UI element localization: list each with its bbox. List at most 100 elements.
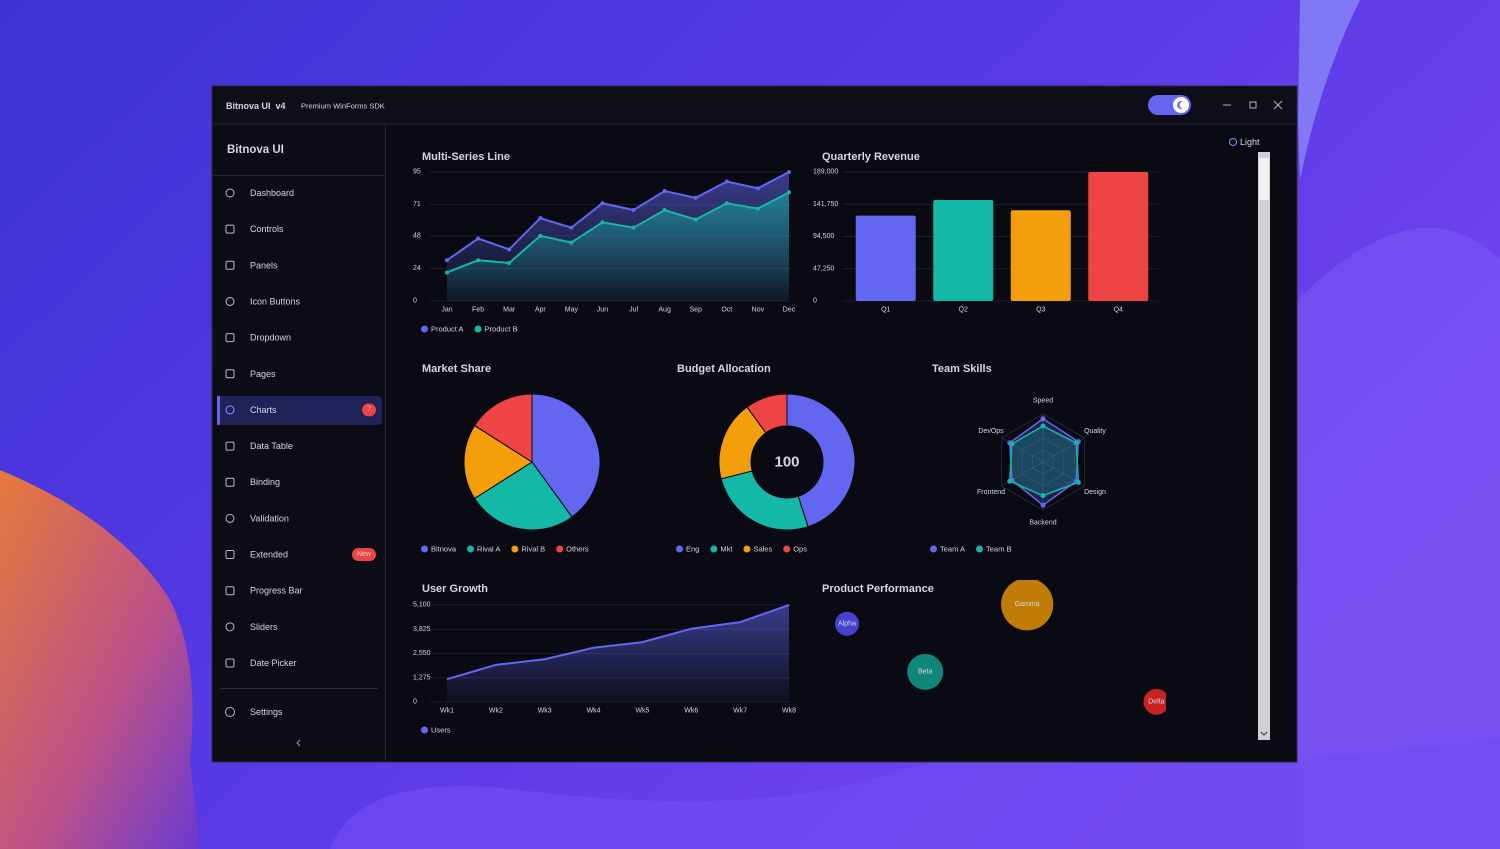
nav-label: Binding bbox=[250, 477, 280, 487]
data-point bbox=[507, 260, 512, 265]
chart-title: Market Share bbox=[422, 363, 491, 375]
legend-label: Mkt bbox=[720, 545, 733, 554]
nav-item[interactable]: Date Picker bbox=[225, 658, 297, 668]
data-point bbox=[662, 208, 667, 213]
legend-swatch bbox=[783, 545, 791, 553]
x-tick-label: Wk2 bbox=[489, 708, 503, 715]
radar-axis-label: Quality bbox=[1084, 428, 1106, 435]
wallpaper-wave bbox=[330, 740, 1500, 849]
series-area bbox=[447, 605, 789, 702]
y-tick-label: 0 bbox=[813, 298, 817, 305]
bubble bbox=[907, 653, 944, 690]
data-point bbox=[1007, 478, 1013, 484]
legend-swatch bbox=[474, 325, 482, 333]
x-tick-label: Jul bbox=[629, 307, 638, 314]
nav-label: Dropdown bbox=[250, 333, 291, 343]
bubble-label: Beta bbox=[918, 668, 933, 675]
data-point bbox=[1040, 416, 1046, 422]
bubble bbox=[1143, 688, 1166, 715]
data-point bbox=[538, 216, 543, 221]
nav-icon bbox=[225, 658, 235, 668]
bar bbox=[855, 215, 916, 301]
nav-label: Validation bbox=[250, 513, 289, 523]
nav-label: Extended bbox=[250, 550, 288, 560]
scroll-down[interactable] bbox=[1260, 731, 1268, 736]
data-point bbox=[787, 190, 791, 195]
y-tick-label: 189,000 bbox=[813, 169, 838, 176]
nav-icon bbox=[225, 550, 235, 560]
sidebar-title: Bitnova UI bbox=[227, 144, 284, 156]
x-tick-label: Q2 bbox=[959, 307, 968, 314]
nav-item[interactable]: Validation bbox=[225, 513, 289, 523]
bubble-label: Delta bbox=[1148, 698, 1164, 705]
legend-label: Others bbox=[566, 545, 589, 554]
y-tick-label: 5,100 bbox=[413, 602, 431, 609]
nav-icon bbox=[225, 333, 235, 343]
nav-item[interactable]: Extended New bbox=[225, 548, 376, 562]
y-tick-label: 47,250 bbox=[813, 265, 835, 272]
legend-label: Team B bbox=[986, 545, 1011, 554]
legend-label: Team A bbox=[940, 545, 965, 554]
nav-item[interactable]: Sliders bbox=[225, 622, 278, 632]
legend-swatch bbox=[556, 545, 564, 553]
y-tick-label: 1,275 bbox=[413, 674, 431, 681]
y-tick-label: 2,550 bbox=[413, 650, 431, 657]
y-tick-label: 71 bbox=[413, 201, 421, 208]
x-tick-label: May bbox=[565, 307, 579, 314]
scrollbar-thumb[interactable] bbox=[1259, 158, 1269, 200]
center-value: 100 bbox=[774, 454, 799, 471]
nav-item[interactable]: Charts 7 bbox=[217, 395, 382, 425]
bubble bbox=[1001, 580, 1054, 631]
series-line bbox=[446, 191, 790, 274]
radar-axis-label: Design bbox=[1084, 489, 1106, 496]
nav-item[interactable]: Panels bbox=[225, 260, 278, 270]
close-button[interactable] bbox=[1273, 100, 1283, 110]
y-tick-label: 0 bbox=[413, 699, 417, 706]
x-tick-label: Wk7 bbox=[733, 708, 747, 715]
nav-item[interactable]: Dropdown bbox=[225, 333, 291, 343]
slice bbox=[531, 393, 601, 518]
scrollbar-track[interactable] bbox=[1258, 152, 1270, 740]
nav-label: Data Table bbox=[250, 441, 293, 451]
data-point bbox=[755, 186, 760, 191]
data-point bbox=[662, 189, 667, 194]
nav-item[interactable]: Icon Buttons bbox=[225, 296, 301, 306]
data-point bbox=[476, 258, 481, 263]
radar-axis-label: Frontend bbox=[977, 489, 1005, 496]
theme-link[interactable]: Light bbox=[1240, 137, 1260, 147]
nav-label: Pages bbox=[250, 369, 276, 379]
sidebar bbox=[213, 125, 385, 761]
nav-item[interactable]: Progress Bar bbox=[225, 586, 303, 596]
legend-label: Ops bbox=[793, 545, 807, 554]
legend-swatch bbox=[421, 325, 428, 333]
data-point bbox=[724, 201, 729, 206]
nav-item-indicator bbox=[217, 395, 220, 425]
chart-title: User Growth bbox=[422, 583, 488, 595]
nav-label[interactable]: Settings bbox=[250, 707, 283, 717]
x-tick-label: Apr bbox=[535, 307, 547, 314]
y-tick-label: 141,750 bbox=[813, 201, 838, 208]
legend-swatch bbox=[421, 545, 428, 553]
x-tick-label: Oct bbox=[721, 307, 732, 314]
nav-label: Sliders bbox=[250, 622, 278, 632]
nav-item[interactable]: Controls bbox=[225, 224, 284, 234]
nav-item[interactable]: Pages bbox=[225, 369, 276, 379]
y-tick-label: 24 bbox=[413, 265, 421, 272]
legend-swatch bbox=[743, 545, 751, 553]
data-point bbox=[631, 225, 636, 230]
nav-label: Icon Buttons bbox=[250, 296, 301, 306]
nav-item[interactable]: Dashboard bbox=[225, 188, 294, 198]
wallpaper-blob bbox=[0, 470, 200, 849]
nav-item[interactable]: Binding bbox=[225, 477, 280, 487]
data-point bbox=[507, 247, 512, 252]
data-point bbox=[755, 206, 760, 211]
nav-item[interactable]: Data Table bbox=[225, 441, 293, 451]
nav-icon bbox=[225, 188, 235, 198]
toggle-knob bbox=[1173, 97, 1189, 113]
collapse-button[interactable] bbox=[296, 739, 301, 747]
slice bbox=[720, 470, 809, 531]
data-point bbox=[1075, 479, 1081, 485]
wallpaper-shape bbox=[1297, 228, 1500, 849]
maximize-button[interactable] bbox=[1249, 101, 1257, 109]
